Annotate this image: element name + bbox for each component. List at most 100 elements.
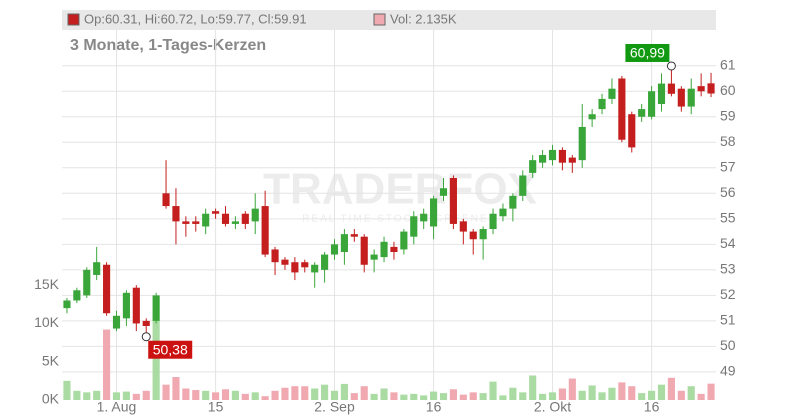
price-info: Op:60.31, Hi:60.72, Lo:59.77, Cl:59.91: [84, 11, 307, 26]
volume-info: Vol: 2.135K: [390, 11, 457, 26]
volume-bar: [281, 387, 289, 400]
volume-bar: [122, 391, 130, 400]
candle-body: [321, 254, 329, 270]
candle-body: [330, 244, 339, 255]
y2-tick-label: 5K: [42, 352, 60, 368]
x-tick-label: 1. Aug: [97, 399, 137, 415]
candle-body: [380, 241, 388, 258]
candle-body: [212, 211, 220, 214]
candle-body: [697, 86, 705, 92]
volume-bar: [618, 382, 626, 400]
volume-bar: [449, 389, 457, 400]
volume-bar: [202, 390, 210, 400]
volume-bar: [519, 392, 527, 400]
y-tick-label: 49: [720, 363, 736, 379]
candle-body: [241, 213, 249, 224]
candle-body: [281, 259, 289, 265]
candle-body: [439, 188, 448, 196]
volume-bar: [291, 386, 299, 400]
watermark: TRADERFOX: [263, 165, 537, 214]
candle-body: [152, 295, 160, 321]
volume-bar: [103, 329, 111, 400]
candle-body: [568, 157, 576, 163]
volume-bar: [172, 377, 180, 400]
volume-bar: [261, 396, 269, 400]
volume-bar: [301, 386, 309, 400]
volume-bar: [697, 393, 705, 400]
candle-body: [251, 208, 259, 222]
x-tick-label: 16: [644, 399, 660, 415]
candle-body: [311, 264, 319, 273]
candle-body: [112, 315, 121, 329]
x-tick-label: 15: [208, 399, 224, 415]
y-tick-label: 52: [720, 286, 736, 302]
volume-bar: [400, 394, 408, 400]
header-bar: [62, 10, 716, 30]
candle-body: [172, 206, 180, 222]
volume-bar: [568, 378, 576, 400]
candle-body: [539, 155, 547, 163]
volume-bar: [479, 393, 487, 400]
annotation-box: [625, 43, 670, 62]
candle-body: [598, 98, 606, 110]
y-tick-label: 58: [720, 133, 736, 149]
volume-bar: [529, 375, 537, 400]
volume-bar: [598, 392, 606, 400]
candle-body: [489, 213, 497, 230]
volume-bar: [499, 395, 507, 400]
candle-body: [350, 234, 358, 237]
candle-body: [360, 236, 368, 265]
volume-bar: [578, 390, 586, 400]
y-tick-label: 50: [720, 337, 736, 353]
volume-bar: [73, 390, 81, 400]
y-tick-label: 57: [720, 158, 736, 174]
candle-body: [529, 160, 537, 173]
candle-body: [73, 290, 81, 301]
volume-bar: [707, 383, 715, 400]
volume-bar: [509, 387, 517, 400]
volume-bar: [459, 394, 467, 400]
candle-body: [301, 262, 309, 268]
candle-body: [430, 198, 438, 227]
volume-bar: [390, 392, 398, 400]
candle-body: [182, 221, 190, 224]
y-tick-label: 56: [720, 184, 736, 200]
x-tick-label: 16: [426, 399, 442, 415]
y-tick-label: 53: [720, 261, 736, 277]
candle-body: [63, 300, 71, 309]
volume-bar: [638, 393, 646, 400]
candle-body: [122, 292, 130, 319]
price-legend-swatch: [67, 13, 80, 26]
volume-bar: [182, 388, 190, 400]
volume-bar: [628, 386, 636, 400]
candle-body: [449, 178, 457, 224]
y2-tick-label: 10K: [34, 314, 60, 330]
volume-bar: [667, 377, 675, 400]
candle-body: [103, 264, 111, 314]
volume-bar: [469, 392, 477, 400]
y-tick-label: 55: [720, 210, 736, 226]
x-tick-label: 2. Okt: [534, 399, 571, 415]
volume-bar: [558, 388, 566, 400]
candle-body: [83, 269, 91, 296]
candle-body: [677, 88, 685, 107]
volume-bar: [677, 390, 685, 400]
volume-bar: [142, 390, 150, 400]
volume-bar: [192, 390, 200, 400]
volume-bar: [648, 390, 656, 400]
volume-bar: [548, 392, 557, 400]
volume-bar: [221, 389, 230, 400]
candle-body: [142, 320, 150, 326]
volume-bar: [330, 390, 339, 400]
candle-body: [548, 149, 557, 161]
candle-body: [667, 83, 675, 94]
candle-body: [340, 234, 348, 252]
volume-bar: [687, 386, 695, 400]
candle-body: [291, 262, 299, 273]
candle-body: [420, 213, 428, 222]
candle-body: [370, 254, 378, 260]
volume-bar: [657, 384, 666, 400]
y-tick-label: 60: [720, 82, 736, 98]
